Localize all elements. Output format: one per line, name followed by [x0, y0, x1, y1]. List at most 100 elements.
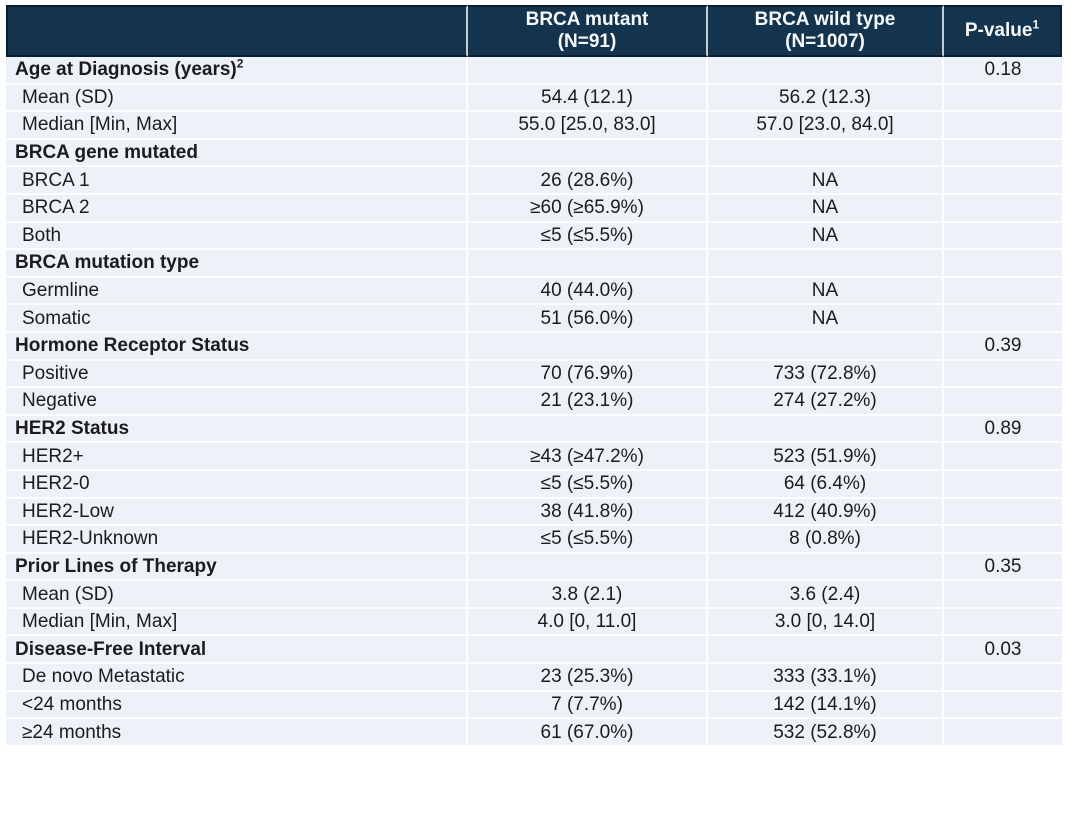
brca-wildtype-value-cell — [708, 139, 944, 168]
pvalue-cell — [944, 498, 1062, 527]
row-label-cell: ≥24 months — [6, 719, 468, 747]
table-row: HER2-0 ≤5 (≤5.5%) 64 (6.4%) — [6, 470, 1062, 499]
brca-mutant-value-cell — [468, 332, 708, 361]
pvalue-cell — [944, 581, 1062, 609]
table-row: Age at Diagnosis (years)2 0.18 — [6, 57, 1062, 85]
row-label-cell: BRCA gene mutated — [6, 139, 468, 168]
brca-wildtype-value-cell: 333 (33.1%) — [708, 664, 944, 692]
brca-wildtype-value-cell: 8 (0.8%) — [708, 526, 944, 554]
brca-wildtype-value-cell — [708, 553, 944, 582]
brca-mutant-value-cell: 61 (67.0%) — [468, 719, 708, 747]
pvalue-cell — [944, 526, 1062, 554]
pvalue-cell — [944, 194, 1062, 223]
row-label-cell: HER2-Unknown — [6, 526, 468, 554]
pvalue-cell — [944, 388, 1062, 416]
label-footnote-marker: 2 — [236, 57, 244, 71]
pvalue-cell — [944, 470, 1062, 499]
table-row: Positive 70 (76.9%) 733 (72.8%) — [6, 360, 1062, 389]
brca-mutant-value-cell: ≥43 (≥47.2%) — [468, 443, 708, 471]
pvalue-cell — [944, 222, 1062, 251]
pvalue-cell — [944, 112, 1062, 140]
row-label-cell: Mean (SD) — [6, 581, 468, 609]
column-title-brca-mutant: BRCA mutant — [525, 9, 649, 30]
row-label-cell: BRCA mutation type — [6, 250, 468, 278]
brca-mutant-value-cell: 54.4 (12.1) — [468, 84, 708, 113]
brca-mutant-value-cell — [468, 250, 708, 278]
row-label-cell: Mean (SD) — [6, 84, 468, 113]
pvalue-cell — [944, 277, 1062, 306]
brca-wildtype-value-cell — [708, 415, 944, 444]
brca-wildtype-value-cell: 3.0 [0, 14.0] — [708, 608, 944, 637]
brca-mutant-value-cell: 21 (23.1%) — [468, 388, 708, 416]
row-label-cell: Median [Min, Max] — [6, 112, 468, 140]
table-row: Somatic 51 (56.0%) NA — [6, 305, 1062, 333]
table-row: HER2+ ≥43 (≥47.2%) 523 (51.9%) — [6, 443, 1062, 471]
pvalue-cell — [944, 360, 1062, 389]
row-label-cell: HER2 Status — [6, 415, 468, 444]
column-title-brca-wildtype: BRCA wild type — [754, 9, 896, 30]
brca-wildtype-value-cell: NA — [708, 277, 944, 306]
pvalue-cell — [944, 250, 1062, 278]
brca-wildtype-value-cell: 733 (72.8%) — [708, 360, 944, 389]
pvalue-cell: 0.39 — [944, 332, 1062, 361]
brca-mutant-value-cell: 40 (44.0%) — [468, 277, 708, 306]
row-label-cell: BRCA 1 — [6, 167, 468, 195]
header-cell-pvalue: P-value1 — [944, 5, 1062, 57]
header-cell-empty — [6, 5, 468, 57]
brca-mutant-value-cell — [468, 139, 708, 168]
brca-mutant-value-cell: ≤5 (≤5.5%) — [468, 222, 708, 251]
brca-wildtype-value-cell: 3.6 (2.4) — [708, 581, 944, 609]
brca-mutant-value-cell — [468, 57, 708, 85]
row-label-cell: De novo Metastatic — [6, 664, 468, 692]
table-row: Disease-Free Interval 0.03 — [6, 636, 1062, 665]
table-row: HER2-Unknown ≤5 (≤5.5%) 8 (0.8%) — [6, 526, 1062, 554]
brca-wildtype-value-cell: 532 (52.8%) — [708, 719, 944, 747]
row-label-cell: Negative — [6, 388, 468, 416]
table-row: BRCA 1 26 (28.6%) NA — [6, 167, 1062, 195]
brca-mutant-value-cell — [468, 415, 708, 444]
header-cell-brca-mutant: BRCA mutant (N=91) — [468, 5, 708, 57]
brca-mutant-value-cell: 55.0 [25.0, 83.0] — [468, 112, 708, 140]
row-label-cell: Disease-Free Interval — [6, 636, 468, 665]
row-label-cell: Hormone Receptor Status — [6, 332, 468, 361]
brca-wildtype-value-cell: 523 (51.9%) — [708, 443, 944, 471]
brca-wildtype-value-cell — [708, 57, 944, 85]
brca-mutant-value-cell: 51 (56.0%) — [468, 305, 708, 333]
table-row: Hormone Receptor Status 0.39 — [6, 332, 1062, 361]
pvalue-cell — [944, 139, 1062, 168]
row-label-cell: Positive — [6, 360, 468, 389]
table-row: Germline 40 (44.0%) NA — [6, 277, 1062, 306]
brca-wildtype-value-cell: 64 (6.4%) — [708, 470, 944, 499]
brca-wildtype-value-cell: 412 (40.9%) — [708, 498, 944, 527]
pvalue-footnote-marker: 1 — [1032, 17, 1040, 32]
pvalue-cell: 0.03 — [944, 636, 1062, 665]
brca-wildtype-value-cell: NA — [708, 194, 944, 223]
table-row: Mean (SD) 54.4 (12.1) 56.2 (12.3) — [6, 84, 1062, 113]
row-label-cell: HER2-Low — [6, 498, 468, 527]
row-label-cell: Prior Lines of Therapy — [6, 553, 468, 582]
table-row: Prior Lines of Therapy 0.35 — [6, 553, 1062, 582]
brca-mutant-value-cell: ≤5 (≤5.5%) — [468, 526, 708, 554]
brca-wildtype-value-cell: NA — [708, 222, 944, 251]
row-label-cell: Somatic — [6, 305, 468, 333]
brca-mutant-value-cell: 70 (76.9%) — [468, 360, 708, 389]
brca-mutant-value-cell: 23 (25.3%) — [468, 664, 708, 692]
row-label-cell: HER2+ — [6, 443, 468, 471]
brca-wildtype-value-cell: 142 (14.1%) — [708, 691, 944, 720]
pvalue-cell: 0.35 — [944, 553, 1062, 582]
brca-wildtype-value-cell — [708, 636, 944, 665]
brca-mutant-value-cell: ≤5 (≤5.5%) — [468, 470, 708, 499]
row-label-cell: Age at Diagnosis (years)2 — [6, 57, 468, 85]
brca-wildtype-value-cell: 57.0 [23.0, 84.0] — [708, 112, 944, 140]
header-row: BRCA mutant (N=91) BRCA wild type (N=100… — [6, 5, 1062, 57]
table-row: HER2-Low 38 (41.8%) 412 (40.9%) — [6, 498, 1062, 527]
pvalue-cell — [944, 84, 1062, 113]
row-label-cell: Both — [6, 222, 468, 251]
table-header: BRCA mutant (N=91) BRCA wild type (N=100… — [6, 5, 1062, 57]
brca-mutant-value-cell: 3.8 (2.1) — [468, 581, 708, 609]
pvalue-cell — [944, 167, 1062, 195]
brca-mutant-value-cell: 7 (7.7%) — [468, 691, 708, 720]
brca-mutant-value-cell: 38 (41.8%) — [468, 498, 708, 527]
header-cell-brca-wildtype: BRCA wild type (N=1007) — [708, 5, 944, 57]
table-row: Median [Min, Max] 4.0 [0, 11.0] 3.0 [0, 14… — [6, 608, 1062, 637]
